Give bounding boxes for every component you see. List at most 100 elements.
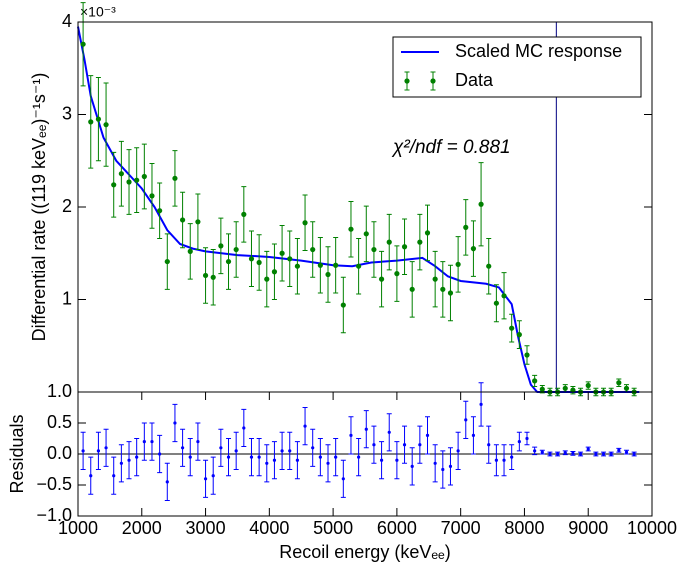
- y-tick-label: −0.5: [36, 474, 72, 494]
- data-point: [81, 449, 85, 453]
- data-point: [401, 244, 408, 250]
- data-point: [210, 274, 216, 280]
- data-point: [157, 208, 163, 214]
- data-point: [556, 452, 560, 456]
- data-point: [302, 220, 308, 226]
- data-point: [135, 455, 139, 459]
- data-point: [464, 418, 468, 422]
- data-point: [326, 461, 330, 465]
- data-point: [378, 276, 385, 282]
- y-tick-label: 0.5: [47, 412, 72, 432]
- y-axis-label: Residuals: [7, 414, 27, 493]
- data-point: [379, 458, 384, 462]
- data-point: [179, 217, 186, 223]
- data-point: [594, 452, 598, 456]
- data-point: [195, 219, 201, 225]
- data-point: [357, 455, 361, 459]
- data-point: [225, 258, 232, 265]
- y-tick-label: 1: [62, 288, 72, 308]
- data-point: [447, 290, 454, 296]
- data-point: [126, 179, 132, 185]
- data-point: [418, 443, 422, 447]
- x-axis-label: Recoil energy (keVₑₑ): [279, 542, 450, 562]
- y-tick-label: −1.0: [36, 505, 72, 525]
- data-point: [470, 246, 477, 252]
- legend-label: Data: [455, 70, 494, 90]
- data-point: [317, 262, 323, 268]
- y-tick-label: 0.0: [47, 443, 72, 463]
- x-tick-label: 9000: [568, 518, 608, 538]
- data-point: [616, 380, 622, 386]
- data-point: [562, 385, 568, 391]
- data-point: [463, 224, 469, 230]
- data-point: [211, 474, 215, 478]
- data-point: [532, 378, 538, 384]
- data-point: [103, 122, 109, 128]
- data-point: [478, 201, 484, 207]
- data-point: [80, 41, 86, 47]
- data-point: [141, 173, 147, 180]
- data-point: [455, 261, 461, 267]
- data-point: [202, 272, 209, 279]
- data-point: [409, 286, 415, 292]
- data-point: [295, 458, 299, 462]
- data-point: [256, 259, 262, 266]
- data-point: [540, 450, 544, 454]
- data-point: [578, 452, 583, 456]
- data-point: [516, 332, 522, 338]
- data-point: [280, 449, 284, 453]
- data-point: [340, 302, 346, 308]
- data-point: [112, 474, 116, 478]
- y-tick-label: 4: [62, 11, 72, 31]
- data-point: [173, 421, 177, 425]
- data-point: [493, 300, 499, 306]
- data-point: [226, 455, 231, 459]
- data-point: [524, 352, 530, 358]
- data-point: [394, 271, 400, 277]
- data-point: [517, 440, 521, 444]
- data-point: [119, 461, 123, 465]
- data-point: [617, 448, 621, 452]
- data-point: [494, 458, 498, 462]
- data-point: [356, 263, 362, 269]
- data-point: [265, 461, 269, 465]
- data-point: [203, 477, 208, 481]
- legend-box: [392, 36, 642, 98]
- data-point: [111, 182, 117, 188]
- data-point: [311, 446, 315, 450]
- data-point: [164, 258, 170, 265]
- y-axis-label: Differential rate ((119 keVₑₑ)⁻¹s⁻¹): [29, 73, 49, 342]
- data-point: [601, 452, 606, 456]
- data-point: [279, 250, 285, 256]
- data-point: [318, 455, 322, 459]
- data-point: [334, 455, 338, 459]
- data-point: [433, 461, 437, 465]
- data-point: [188, 455, 192, 459]
- data-point: [241, 211, 247, 217]
- data-point: [187, 248, 193, 254]
- data-point: [349, 433, 353, 437]
- data-point: [242, 426, 246, 430]
- data-point: [219, 446, 223, 450]
- data-point: [264, 276, 270, 282]
- data-point: [533, 449, 537, 453]
- data-point: [233, 246, 239, 253]
- data-point: [586, 447, 590, 451]
- data-point: [88, 119, 94, 125]
- data-point: [525, 436, 529, 441]
- data-point: [563, 451, 567, 455]
- data-point: [158, 452, 162, 456]
- x-tick-label: 10000: [627, 518, 677, 538]
- data-point: [180, 446, 185, 450]
- data-point: [632, 452, 636, 456]
- legend-label: Scaled MC response: [455, 41, 622, 61]
- data-point: [272, 458, 277, 462]
- data-point: [548, 452, 552, 456]
- data-point: [424, 230, 431, 236]
- annotation: χ²/ndf = 0.881: [391, 137, 511, 158]
- data-point: [571, 451, 575, 455]
- data-point: [165, 480, 169, 484]
- data-point: [502, 458, 506, 462]
- y-tick-label: 2: [62, 196, 72, 216]
- data-point: [471, 433, 476, 437]
